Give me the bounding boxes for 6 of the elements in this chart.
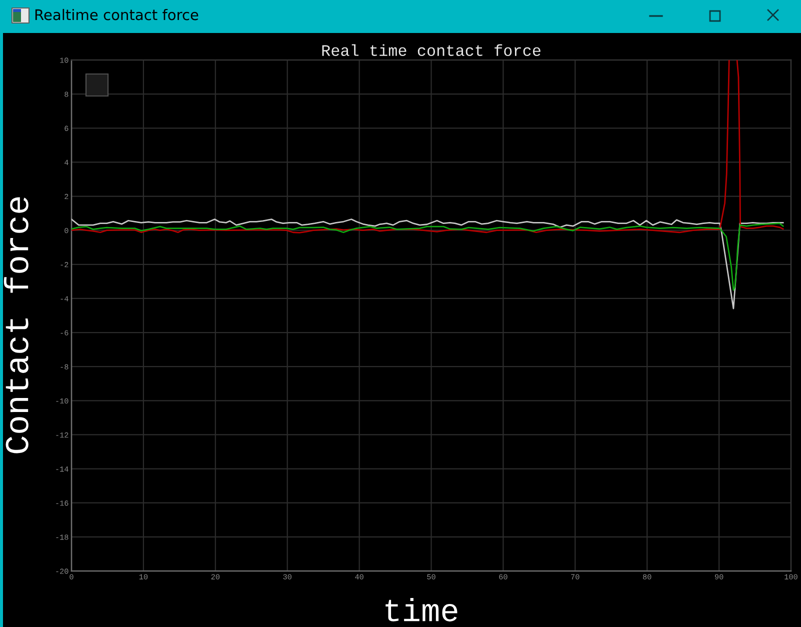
chart-title: Real time contact force [322, 44, 540, 56]
y-axis-title: Contact force [4, 197, 28, 454]
text: Realtime contact force [35, 8, 198, 20]
line-series [72, 218, 784, 310]
x-axis-title: time [386, 598, 458, 622]
line-series [72, 222, 784, 291]
